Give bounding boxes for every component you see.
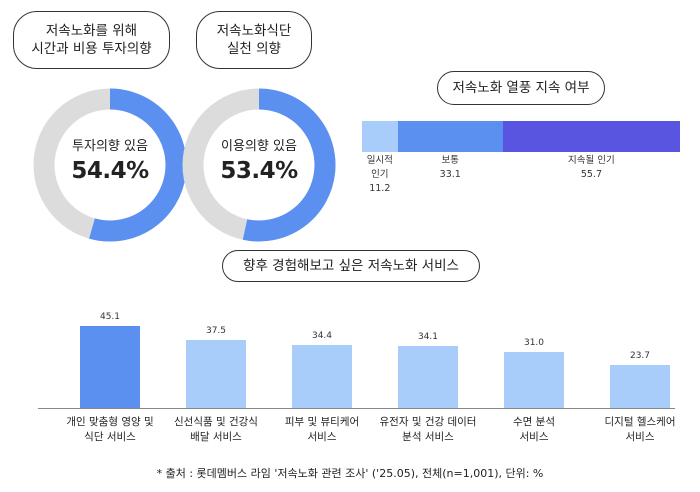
service-bar-value: 37.5 bbox=[205, 325, 227, 336]
donut2-chart bbox=[182, 88, 336, 242]
trend-segment bbox=[502, 121, 680, 152]
trend-category: 보통 bbox=[441, 155, 459, 166]
donut1-value: 54.4% bbox=[71, 158, 149, 184]
service-bar-value: 34.4 bbox=[311, 331, 333, 342]
service-bar bbox=[80, 326, 140, 408]
donut1-inner-label: 투자의향 있음 bbox=[72, 139, 148, 154]
service-bar-value: 31.0 bbox=[523, 337, 545, 348]
trend-category: 지속될 인기 bbox=[568, 155, 615, 166]
donut1-chart bbox=[33, 88, 187, 242]
donut2-label: 이용의향 있음 53.4% bbox=[189, 135, 329, 184]
trend-value: 11.2 bbox=[369, 183, 391, 194]
service-category-label: 수면 분석 서비스 bbox=[513, 416, 555, 443]
donut1-value-arc bbox=[89, 88, 187, 242]
service-bar-value: 34.1 bbox=[417, 332, 439, 342]
footnote: * 출처 : 롯데멤버스 라임 '저속노화 관련 조사' ('25.05), 전… bbox=[156, 467, 544, 480]
service-category-label: 신선식품 및 건강식 배달 서비스 bbox=[174, 416, 258, 443]
donut2-value-arc bbox=[242, 88, 336, 242]
trend-segment-label: 보통 33.1 bbox=[398, 154, 503, 182]
service-category-label: 유전자 및 건강 데이터 분석 서비스 bbox=[379, 416, 477, 443]
bar-axis bbox=[38, 408, 675, 409]
service-bar bbox=[610, 364, 670, 408]
trend-value: 55.7 bbox=[580, 169, 602, 180]
service-bar-value: 45.1 bbox=[99, 312, 121, 322]
donut1-label: 투자의향 있음 54.4% bbox=[40, 135, 180, 184]
service-category-label: 개인 맞춤형 영양 및 식단 서비스 bbox=[66, 416, 154, 443]
service-bar-value: 23.7 bbox=[629, 350, 651, 361]
donut2-title: 저속노화식단 실천 의향 bbox=[196, 11, 312, 69]
service-bar bbox=[292, 345, 352, 408]
service-bar bbox=[398, 346, 458, 408]
service-category-label: 디지털 헬스케어 서비스 bbox=[604, 416, 676, 443]
service-bar bbox=[186, 339, 246, 408]
trend-title: 저속노화 열풍 지속 여부 bbox=[437, 71, 605, 105]
trend-value: 33.1 bbox=[439, 169, 461, 180]
donut2-value: 53.4% bbox=[220, 158, 298, 184]
trend-segment bbox=[397, 121, 503, 152]
service-category-label: 피부 및 뷰티케어 서비스 bbox=[284, 416, 360, 443]
services-title: 향후 경험해보고 싶은 저속노화 서비스 bbox=[222, 250, 480, 282]
trend-category: 일시적 인기 bbox=[366, 155, 393, 180]
trend-segment bbox=[362, 121, 398, 152]
service-bar bbox=[504, 351, 564, 408]
donut2-inner-label: 이용의향 있음 bbox=[221, 139, 297, 154]
donut1-title: 저속노화를 위해 시간과 비용 투자의향 bbox=[13, 11, 170, 69]
trend-segment-label: 지속될 인기 55.7 bbox=[503, 154, 680, 182]
trend-segment-label: 일시적 인기 11.2 bbox=[362, 154, 398, 196]
